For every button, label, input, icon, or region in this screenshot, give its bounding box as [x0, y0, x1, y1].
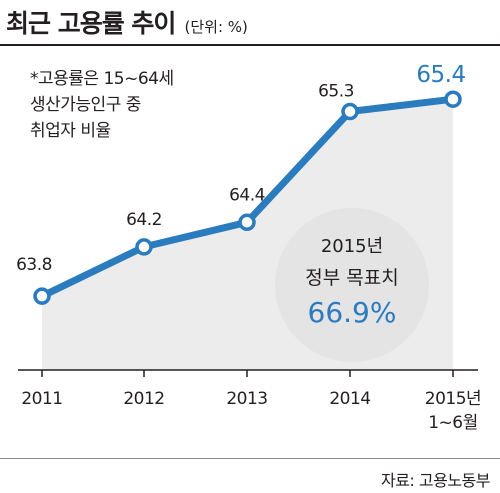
x-tick-label: 2014 [329, 389, 370, 409]
footnote-line: 취업자 비율 [30, 121, 111, 141]
data-label: 64.2 [126, 210, 162, 230]
chart-header: 최근 고용률 추이 (단위: %) [6, 4, 248, 40]
x-tick-label: 2011 [21, 389, 62, 409]
target-value: 66.9% [308, 296, 397, 329]
data-point [444, 90, 462, 108]
data-label: 64.4 [229, 185, 265, 205]
x-tick-label: 2012 [123, 389, 164, 409]
source-divider [0, 458, 500, 459]
x-tick-label: 2013 [226, 389, 267, 409]
x-tick-label: 1~6월 [428, 413, 478, 433]
target-circle [275, 208, 429, 362]
title-divider [0, 44, 500, 46]
data-label: 65.3 [318, 82, 354, 102]
source-label: 자료: 고용노동부 [380, 471, 491, 490]
footnote-line: 생산가능인구 중 [30, 95, 141, 115]
data-label: 65.4 [416, 62, 465, 88]
chart-title: 최근 고용률 추이 [6, 9, 176, 38]
data-point [33, 287, 51, 305]
footnote: *고용률은 15~64세 생산가능인구 중 취업자 비율 [30, 66, 174, 144]
data-point [238, 213, 256, 232]
data-point [341, 102, 359, 121]
x-tick-label: 2015년 [425, 389, 481, 409]
target-year: 2015년 [321, 236, 383, 257]
data-label: 63.8 [16, 255, 52, 275]
data-point [135, 238, 153, 256]
unit-label: (단위: %) [184, 18, 248, 36]
target-label: 정부 목표치 [305, 267, 398, 289]
footnote-line: *고용률은 15~64세 [30, 69, 174, 89]
